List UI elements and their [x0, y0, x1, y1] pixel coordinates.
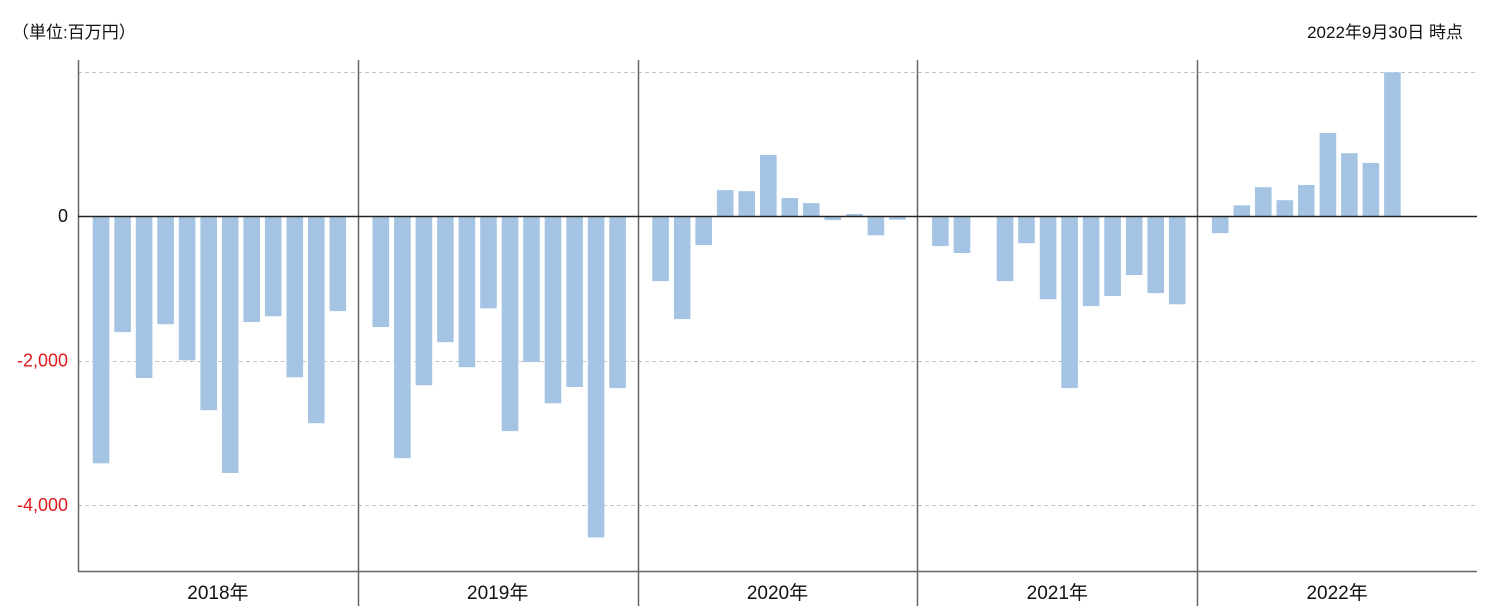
bar-2020-12 [889, 216, 906, 220]
bar-2020-05 [738, 191, 755, 217]
bar-2018-11 [308, 216, 325, 424]
bars [92, 72, 1401, 538]
y-tick-labels: 0 -2,000 -4,000 [17, 206, 68, 515]
x-category-label-2019: 2019年 [467, 582, 528, 604]
bar-2020-11 [867, 216, 885, 236]
bar-2018-02 [114, 216, 131, 333]
bar-2021-12 [1168, 216, 1186, 305]
bar-2022-04 [1276, 200, 1294, 217]
bar-2022-08 [1362, 163, 1380, 217]
bar-2021-10 [1125, 216, 1143, 275]
bar-2020-01 [652, 216, 669, 282]
bar-2021-06 [1039, 216, 1057, 300]
bar-2020-10 [846, 214, 863, 217]
y-tick-label-0: 0 [58, 206, 68, 226]
bar-2019-05 [458, 216, 476, 368]
y-tick-label-minus-4000: -4,000 [17, 495, 68, 515]
x-category-labels: 2018年 2019年 2020年 2021年 2022年 [187, 582, 1367, 604]
bar-2018-07 [221, 216, 239, 473]
bar-2022-01 [1211, 216, 1229, 234]
bar-2021-02 [953, 216, 971, 253]
bar-2021-11 [1147, 216, 1164, 294]
bar-2018-03 [135, 216, 153, 378]
bar-2020-07 [781, 198, 799, 217]
bar-2018-10 [286, 216, 304, 378]
bar-2018-04 [157, 216, 174, 325]
bar-2021-04 [996, 216, 1014, 282]
bar-2019-09 [544, 216, 562, 404]
bar-2021-09 [1104, 216, 1121, 296]
x-category-label-2022: 2022年 [1306, 582, 1367, 604]
bar-2021-08 [1082, 216, 1100, 307]
bar-2021-01 [932, 216, 949, 247]
bar-2019-06 [480, 216, 497, 309]
bar-2022-05 [1298, 185, 1315, 217]
bar-2019-07 [501, 216, 519, 432]
bar-2019-11 [587, 216, 605, 538]
bar-2018-05 [178, 216, 196, 361]
unit-label: （単位:百万円） [12, 23, 136, 42]
bar-2019-01 [372, 216, 390, 327]
bar-2022-09 [1384, 72, 1401, 217]
bar-2019-03 [415, 216, 433, 386]
x-category-label-2018: 2018年 [187, 582, 248, 604]
bar-2018-09 [264, 216, 282, 317]
bar-2019-08 [523, 216, 540, 363]
bar-2020-02 [673, 216, 691, 320]
bar-2020-03 [695, 216, 712, 245]
bar-2022-02 [1233, 205, 1251, 217]
bar-2020-08 [803, 203, 820, 217]
bar-2019-10 [566, 216, 583, 387]
bar-2018-12 [329, 216, 347, 312]
bar-2018-06 [200, 216, 217, 411]
bar-2021-05 [1018, 216, 1035, 244]
axes [77, 60, 1477, 606]
bar-2018-08 [243, 216, 260, 322]
bar-2018-01 [92, 216, 110, 464]
bar-2020-04 [716, 190, 734, 217]
bar-2020-06 [760, 155, 777, 217]
bar-2020-09 [824, 216, 842, 221]
bar-2021-07 [1061, 216, 1078, 389]
x-category-label-2021: 2021年 [1027, 582, 1088, 604]
bar-2022-07 [1341, 153, 1358, 217]
bar-2019-04 [437, 216, 454, 343]
y-tick-label-minus-2000: -2,000 [17, 351, 68, 371]
bar-2019-12 [609, 216, 626, 389]
bar-2019-02 [394, 216, 411, 459]
bar-2022-06 [1319, 133, 1337, 217]
bar-2022-03 [1255, 187, 1272, 217]
x-category-label-2020: 2020年 [747, 582, 808, 604]
as-of-date: 2022年9月30日 時点 [1307, 23, 1463, 42]
